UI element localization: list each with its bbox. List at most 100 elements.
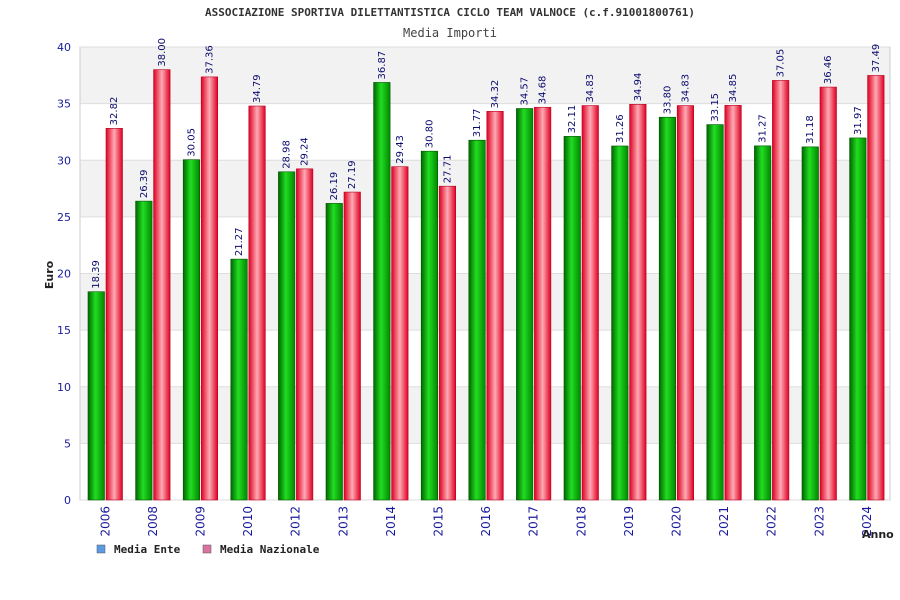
value-label: 34.68 (538, 76, 549, 105)
legend-label: Media Ente (114, 543, 181, 556)
value-label: 36.46 (823, 55, 834, 84)
value-label: 37.05 (776, 49, 787, 78)
bar-media-nazionale-2010 (248, 105, 266, 501)
x-tick-label: 2013 (336, 506, 350, 537)
value-label: 34.94 (633, 73, 644, 102)
legend-label: Media Nazionale (220, 543, 320, 556)
chart-title: ASSOCIAZIONE SPORTIVA DILETTANTISTICA CI… (205, 6, 695, 19)
bar-media-ente-2015 (420, 150, 439, 501)
value-label: 37.36 (204, 45, 215, 74)
value-label: 30.80 (424, 120, 435, 149)
bar-media-nazionale-2013 (343, 191, 361, 501)
x-tick-label: 2016 (479, 506, 493, 537)
bar-media-ente-2013 (325, 203, 343, 501)
bar-media-nazionale-2024 (867, 75, 885, 501)
x-tick-label: 2012 (289, 506, 303, 537)
bar-media-nazionale-2021 (724, 105, 742, 501)
value-labels: 18.39 32.82 26.39 38.00 30.05 37.36 21.27 34.79… (91, 38, 882, 289)
value-label: 27.71 (442, 155, 453, 184)
value-label: 18.39 (91, 260, 102, 289)
bar-media-ente-2012 (278, 171, 296, 501)
bar-media-nazionale-2012 (296, 168, 314, 501)
y-tick-label: 20 (57, 268, 71, 281)
x-tick-label: 2019 (622, 506, 636, 537)
x-tick-label: 2009 (193, 506, 207, 537)
x-tick-label: 2010 (241, 506, 255, 537)
value-label: 31.97 (853, 106, 864, 135)
x-tick-label: 2022 (765, 506, 779, 537)
bar-media-nazionale-2022 (772, 80, 790, 501)
y-tick-label: 5 (64, 437, 71, 450)
bar-media-ente-2014 (373, 82, 391, 501)
bar-media-ente-2009 (182, 159, 200, 501)
value-label: 33.80 (662, 86, 673, 115)
bar-media-nazionale-2018 (581, 105, 599, 501)
bar-media-ente-2016 (468, 139, 486, 501)
value-label: 34.79 (252, 74, 263, 103)
value-label: 30.05 (186, 128, 197, 157)
y-axis-label: Euro (43, 260, 56, 289)
x-axis-label: Anno (862, 528, 894, 541)
value-label: 27.19 (347, 160, 358, 189)
value-label: 26.39 (139, 169, 150, 198)
y-tick-label: 15 (57, 324, 71, 337)
bar-media-ente-2022 (754, 145, 772, 501)
x-tick-label: 2014 (384, 506, 398, 537)
value-label: 37.49 (871, 44, 882, 73)
x-tick-label: 2020 (669, 506, 683, 537)
value-label: 26.19 (329, 172, 340, 201)
bar-media-ente-2021 (706, 124, 724, 501)
bar-media-ente-2010 (230, 258, 248, 501)
x-tick-label: 2023 (812, 506, 826, 537)
bar-media-nazionale-2008 (153, 69, 171, 501)
bar-media-nazionale-2006 (105, 128, 123, 501)
value-label: 21.27 (234, 227, 245, 256)
y-axis-ticks: 0 5 10 15 20 25 30 35 40 (57, 41, 71, 507)
value-label: 31.26 (615, 114, 626, 143)
bar-media-ente-2006 (87, 291, 105, 501)
y-tick-label: 25 (57, 211, 71, 224)
y-tick-label: 10 (57, 381, 71, 394)
bar-media-nazionale-2017 (534, 106, 552, 501)
value-label: 31.18 (805, 115, 816, 144)
value-label: 29.43 (395, 135, 406, 164)
bar-media-nazionale-2019 (629, 104, 647, 501)
x-tick-label: 2017 (527, 506, 541, 537)
x-tick-label: 2006 (98, 506, 112, 537)
value-label: 34.57 (520, 77, 531, 106)
bar-media-nazionale-2023 (819, 86, 837, 501)
value-label: 28.98 (282, 140, 293, 169)
x-tick-label: 2008 (146, 506, 160, 537)
x-tick-label: 2024 (860, 506, 874, 537)
bar-media-ente-2024 (849, 137, 867, 501)
y-tick-label: 35 (57, 98, 71, 111)
value-label: 34.83 (585, 74, 596, 103)
chart-subtitle: Media Importi (403, 26, 497, 40)
y-tick-label: 0 (64, 494, 71, 507)
x-tick-label: 2018 (574, 506, 588, 537)
bar-media-ente-2023 (801, 146, 819, 501)
value-label: 31.27 (758, 114, 769, 143)
bar-media-ente-2008 (135, 200, 153, 501)
x-axis-ticks: 2006 2008 2009 2010 2012 2013 2014 2015 2016 2017… (98, 506, 874, 537)
y-tick-label: 30 (57, 154, 71, 167)
bars (87, 69, 885, 501)
bar-media-nazionale-2009 (200, 76, 218, 501)
value-label: 29.24 (300, 137, 311, 166)
bar-media-ente-2019 (611, 145, 629, 501)
value-label: 36.87 (377, 51, 388, 80)
bar-media-nazionale-2020 (676, 105, 695, 501)
bar-media-nazionale-2016 (486, 111, 504, 501)
legend-swatch (202, 544, 212, 554)
x-tick-label: 2021 (717, 506, 731, 537)
y-tick-label: 40 (57, 41, 71, 54)
legend: Media Ente Media Nazionale (96, 543, 320, 556)
bar-media-ente-2018 (563, 136, 581, 501)
bar-media-ente-2020 (658, 116, 677, 501)
bar-media-nazionale-2014 (391, 166, 409, 501)
value-label: 32.11 (567, 105, 578, 134)
legend-swatch (96, 544, 106, 554)
bar-media-ente-2017 (516, 108, 534, 501)
